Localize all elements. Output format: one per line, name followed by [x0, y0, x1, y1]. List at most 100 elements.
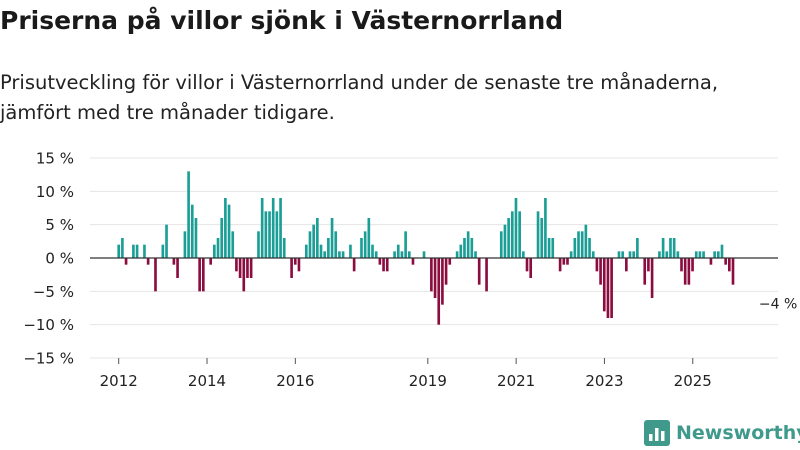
bar — [672, 238, 676, 258]
subtitle-line-2: jämfört med tre månader tidigare. — [0, 101, 335, 124]
bar — [610, 258, 613, 318]
bar — [165, 224, 168, 258]
bar — [444, 258, 448, 285]
bar — [271, 198, 275, 258]
bar — [290, 258, 293, 278]
bar — [577, 231, 580, 258]
bar — [360, 238, 363, 258]
bar — [316, 218, 319, 258]
bar — [341, 251, 345, 258]
bar — [246, 258, 249, 278]
bar — [595, 258, 599, 272]
bar — [499, 231, 503, 258]
bar — [224, 198, 227, 258]
bar — [466, 231, 470, 258]
y-tick-label: 15 % — [36, 150, 74, 168]
bar — [625, 258, 628, 272]
bar — [536, 211, 540, 258]
bar — [327, 238, 330, 258]
bar — [591, 251, 595, 258]
bar — [183, 231, 187, 258]
bar — [121, 238, 124, 258]
bar — [371, 244, 374, 258]
bar — [540, 218, 544, 258]
bar — [680, 258, 683, 272]
bar — [628, 251, 632, 258]
bar — [422, 251, 426, 258]
bar — [334, 231, 338, 258]
bar — [338, 251, 341, 258]
bar — [665, 251, 669, 258]
bar — [658, 251, 661, 258]
bar — [393, 251, 396, 258]
bar — [713, 251, 716, 258]
bar — [569, 251, 573, 258]
bar — [304, 244, 308, 258]
bar — [459, 244, 463, 258]
bar — [146, 258, 150, 265]
bar — [606, 258, 610, 318]
bar — [433, 258, 437, 298]
bar — [687, 258, 691, 285]
bar — [363, 231, 367, 258]
bar — [411, 258, 415, 265]
brand-name: Newsworthy — [676, 422, 800, 444]
bar — [190, 204, 194, 258]
x-tick-label: 2014 — [188, 372, 226, 390]
bar — [599, 258, 602, 285]
y-tick-label: 10 % — [36, 183, 74, 201]
bar — [407, 251, 411, 258]
bar — [573, 238, 577, 258]
y-axis-tick-labels: 15 % 10 % 5 % 0 % −5 % −10 % −15 % — [23, 150, 74, 368]
bar — [297, 258, 301, 272]
bar — [636, 238, 639, 258]
bar — [525, 258, 529, 272]
bar — [257, 231, 260, 258]
y-tick-label: −5 % — [33, 283, 74, 301]
bar — [385, 258, 389, 272]
bar — [716, 251, 720, 258]
bar — [352, 258, 356, 272]
bar — [430, 258, 433, 292]
bar — [694, 251, 698, 258]
bar — [242, 258, 246, 292]
bar — [441, 258, 444, 305]
bar — [650, 258, 654, 298]
bar — [661, 238, 665, 258]
bar — [562, 258, 566, 265]
bar — [117, 244, 121, 258]
bar — [709, 258, 713, 265]
bar — [176, 258, 179, 278]
x-tick-label: 2012 — [100, 372, 138, 390]
bar — [404, 231, 407, 258]
bar — [378, 258, 382, 265]
bar — [588, 238, 591, 258]
x-tick-label: 2016 — [276, 372, 314, 390]
bar — [529, 258, 533, 278]
bar — [260, 198, 264, 258]
bar — [209, 258, 212, 265]
bar — [187, 171, 190, 258]
bar — [463, 238, 466, 258]
bar — [198, 258, 201, 292]
bar — [503, 224, 507, 258]
bar — [474, 251, 477, 258]
bar — [216, 238, 220, 258]
bar — [455, 251, 459, 258]
bar — [551, 238, 555, 258]
bar — [268, 211, 271, 258]
bar — [566, 258, 569, 265]
bar — [231, 231, 235, 258]
bar — [621, 251, 624, 258]
bar — [698, 251, 702, 258]
bar — [308, 231, 312, 258]
bar — [683, 258, 687, 285]
y-tick-label: 5 % — [45, 216, 74, 234]
bar — [522, 251, 525, 258]
bar — [312, 224, 315, 258]
bar — [374, 251, 378, 258]
bar — [227, 204, 231, 258]
bar — [124, 258, 128, 265]
subtitle-line-1: Prisutveckling för villor i Västernorrla… — [0, 71, 719, 94]
